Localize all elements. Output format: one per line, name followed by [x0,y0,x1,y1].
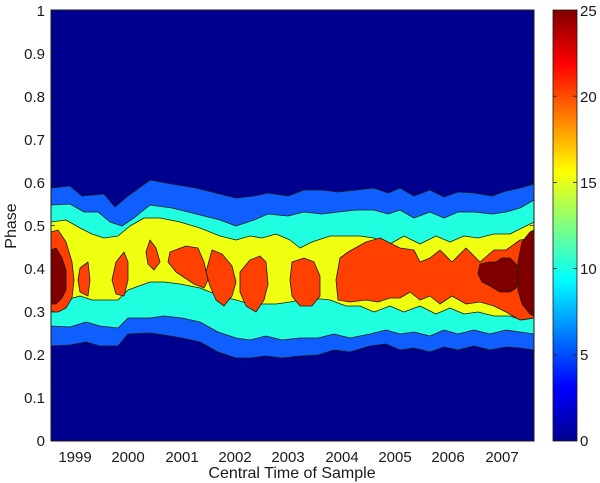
y-tick-label: 0.1 [24,390,45,407]
x-tick-label: 2006 [431,449,464,466]
y-tick-label: 0 [37,433,45,450]
y-tick-label: 0.5 [24,218,45,235]
x-tick-label: 2007 [485,449,518,466]
y-tick-label: 0.3 [24,304,45,321]
x-tick-label: 2003 [271,449,304,466]
colorbar-tick-label: 0 [580,433,588,450]
y-axis-label: Phase [3,203,20,248]
y-axis [51,52,534,442]
colorbar-tick-label: 5 [580,347,588,364]
y-tick-label: 0.6 [24,175,45,192]
colorbar-tick-label: 20 [580,89,597,106]
x-tick-label: 2005 [378,449,411,466]
x-tick-label: 2001 [165,449,198,466]
colorbar: 0 5 10 15 20 25 [552,3,597,450]
y-tick-label: 0.8 [24,89,45,106]
y-tick-label: 0.2 [24,347,45,364]
plot-area [51,10,534,441]
y-tick-label: 1 [37,3,45,20]
x-tick-label: 2002 [218,449,251,466]
x-tick-labels: 1999 2000 2001 2002 2003 2004 2005 2006 … [58,449,518,466]
colorbar-tick-label: 10 [580,261,597,278]
y-tick-labels: 0 0.1 0.2 0.3 0.4 0.5 0.6 0.7 0.8 0.9 1 [24,3,45,450]
x-axis [74,437,503,441]
y-tick-label: 0.7 [24,132,45,149]
x-tick-label: 1999 [58,449,91,466]
colorbar-tick-label: 25 [580,3,597,20]
x-tick-label: 2004 [325,449,358,466]
x-tick-label: 2000 [111,449,144,466]
colorbar-tick-label: 15 [580,175,597,192]
x-axis-label: Central Time of Sample [208,465,375,482]
band-25-plus [51,229,534,317]
y-tick-label: 0.4 [24,261,45,278]
y-tick-label: 0.9 [24,46,45,63]
